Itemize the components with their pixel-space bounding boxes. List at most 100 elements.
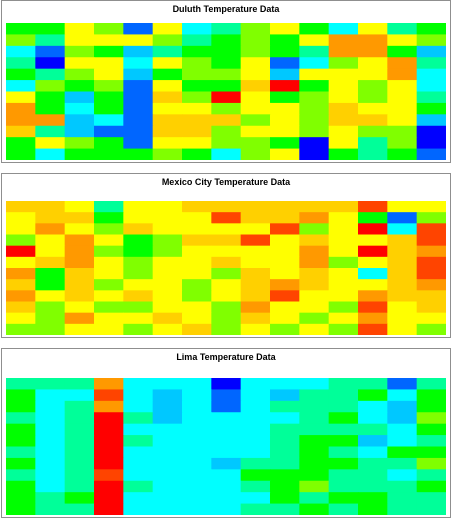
heatmap-cell: [387, 492, 418, 505]
heatmap-cell: [152, 34, 183, 47]
heatmap-cell: [123, 480, 154, 493]
heatmap-cell: [240, 80, 271, 93]
heatmap-cell: [211, 290, 242, 303]
heatmap-cell: [211, 102, 242, 115]
heatmap-cell: [123, 312, 154, 325]
heatmap-cell: [299, 389, 330, 402]
heatmap-cell: [299, 256, 330, 269]
heatmap-cell: [299, 323, 330, 335]
heatmap-cell: [6, 245, 36, 258]
heatmap-cell: [416, 279, 446, 291]
duluth-heatmap: [6, 23, 446, 160]
heatmap-cell: [387, 34, 418, 47]
heatmap-cell: [6, 301, 36, 314]
heatmap-cell: [64, 68, 95, 81]
heatmap-cell: [152, 435, 183, 448]
heatmap-cell: [240, 245, 271, 258]
heatmap-cell: [152, 256, 183, 269]
heatmap-cell: [182, 23, 212, 36]
heatmap-cell: [211, 503, 242, 515]
heatmap-cell: [328, 57, 359, 70]
heatmap-cell: [64, 268, 95, 280]
heatmap-cell: [387, 114, 418, 127]
heatmap-cell: [358, 435, 388, 448]
heatmap-cell: [64, 312, 95, 325]
heatmap-cell: [299, 45, 330, 58]
heatmap-cell: [270, 412, 300, 425]
heatmap-cell: [6, 23, 36, 36]
heatmap-cell: [358, 234, 388, 247]
heatmap-cell: [64, 234, 95, 247]
heatmap-cell: [94, 457, 124, 470]
heatmap-cell: [358, 23, 388, 36]
heatmap-cell: [152, 68, 183, 81]
heatmap-cell: [152, 80, 183, 93]
heatmap-cell: [64, 323, 95, 335]
heatmap-cell: [123, 256, 154, 269]
heatmap-cell: [35, 91, 66, 104]
heatmap-cell: [152, 91, 183, 104]
heatmap-cell: [64, 389, 95, 402]
heatmap-cell: [211, 45, 242, 58]
heatmap-cell: [387, 212, 418, 224]
heatmap-cell: [35, 102, 66, 115]
heatmap-cell: [182, 256, 212, 269]
heatmap-cell: [270, 34, 300, 47]
heatmap-cell: [328, 469, 359, 482]
heatmap-cell: [123, 301, 154, 314]
heatmap-cell: [299, 503, 330, 515]
heatmap-cell: [358, 102, 388, 115]
heatmap-cell: [416, 23, 446, 36]
heatmap-cell: [64, 457, 95, 470]
heatmap-cell: [416, 503, 446, 515]
heatmap-cell: [358, 492, 388, 505]
heatmap-cell: [240, 480, 271, 493]
heatmap-cell: [35, 446, 66, 459]
heatmap-cell: [211, 68, 242, 81]
heatmap-cell: [94, 279, 124, 291]
heatmap-cell: [94, 446, 124, 459]
heatmap-cell: [123, 279, 154, 291]
heatmap-cell: [270, 435, 300, 448]
heatmap-cell: [387, 45, 418, 58]
heatmap-cell: [211, 23, 242, 36]
heatmap-cell: [240, 412, 271, 425]
heatmap-cell: [182, 91, 212, 104]
heatmap-cell: [182, 412, 212, 425]
heatmap-cell: [328, 34, 359, 47]
heatmap-cell: [240, 45, 271, 58]
heatmap-cell: [240, 223, 271, 236]
heatmap-cell: [152, 268, 183, 280]
heatmap-cell: [64, 91, 95, 104]
heatmap-cell: [299, 148, 330, 160]
heatmap-cell: [270, 91, 300, 104]
heatmap-cell: [358, 389, 388, 402]
heatmap-cell: [211, 256, 242, 269]
heatmap-cell: [152, 245, 183, 258]
heatmap-cell: [182, 492, 212, 505]
heatmap-cell: [182, 400, 212, 413]
heatmap-cell: [6, 34, 36, 47]
heatmap-cell: [358, 480, 388, 493]
heatmap-cell: [328, 389, 359, 402]
heatmap-cell: [64, 378, 95, 391]
heatmap-cell: [416, 323, 446, 335]
duluth-title: Duluth Temperature Data: [172, 4, 280, 14]
heatmap-cell: [270, 457, 300, 470]
heatmap-cell: [211, 80, 242, 93]
heatmap-cell: [387, 323, 418, 335]
heatmap-cell: [240, 234, 271, 247]
heatmap-cell: [64, 57, 95, 70]
heatmap-cell: [123, 80, 154, 93]
heatmap-cell: [416, 301, 446, 314]
heatmap-cell: [416, 45, 446, 58]
heatmap-cell: [387, 80, 418, 93]
heatmap-cell: [6, 457, 36, 470]
heatmap-cell: [358, 80, 388, 93]
heatmap-cell: [387, 312, 418, 325]
heatmap-cell: [64, 148, 95, 160]
heatmap-cell: [94, 212, 124, 224]
heatmap-cell: [328, 412, 359, 425]
heatmap-cell: [387, 480, 418, 493]
heatmap-cell: [123, 45, 154, 58]
